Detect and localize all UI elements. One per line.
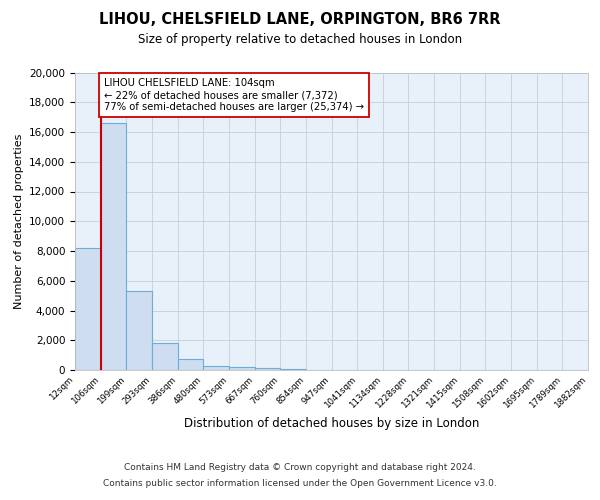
Bar — [75, 248, 101, 370]
Text: LIHOU CHELSFIELD LANE: 104sqm
← 22% of detached houses are smaller (7,372)
77% o: LIHOU CHELSFIELD LANE: 104sqm ← 22% of d… — [104, 78, 364, 112]
Bar — [203, 366, 229, 370]
Text: LIHOU, CHELSFIELD LANE, ORPINGTON, BR6 7RR: LIHOU, CHELSFIELD LANE, ORPINGTON, BR6 7… — [99, 12, 501, 28]
X-axis label: Distribution of detached houses by size in London: Distribution of detached houses by size … — [184, 416, 479, 430]
Bar — [229, 367, 254, 370]
Bar — [152, 343, 178, 370]
Bar — [127, 291, 152, 370]
Bar — [101, 123, 127, 370]
Y-axis label: Number of detached properties: Number of detached properties — [14, 134, 23, 309]
Bar — [280, 368, 306, 370]
Bar — [254, 368, 280, 370]
Text: Contains public sector information licensed under the Open Government Licence v3: Contains public sector information licen… — [103, 478, 497, 488]
Bar — [178, 359, 203, 370]
Text: Contains HM Land Registry data © Crown copyright and database right 2024.: Contains HM Land Registry data © Crown c… — [124, 464, 476, 472]
Text: Size of property relative to detached houses in London: Size of property relative to detached ho… — [138, 32, 462, 46]
